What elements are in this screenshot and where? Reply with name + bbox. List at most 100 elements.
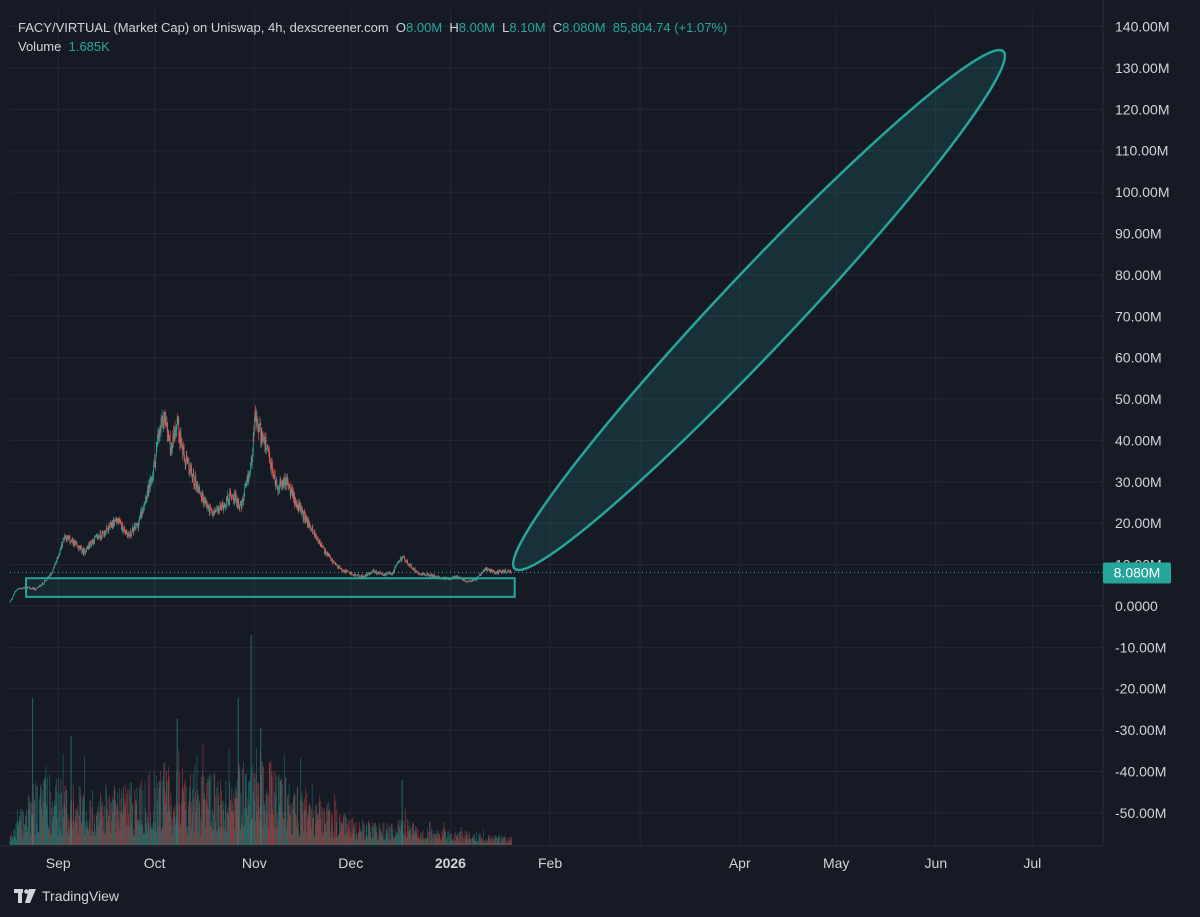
volume-bar [234,828,235,845]
volume-bar [325,831,327,845]
legend-high-label: H [449,20,459,35]
volume-bar [320,818,322,845]
candle-body [129,535,130,536]
candle-body [507,570,509,572]
candle-body [394,567,396,571]
footer-brand[interactable]: TradingView [14,888,119,904]
volume-bar [92,789,93,845]
volume-bar [126,788,128,845]
volume-bar [485,838,487,845]
candle-body [53,567,54,569]
candle-body [385,572,387,576]
volume-bar [44,780,46,845]
volume-bar [49,774,51,845]
support-range-rectangle[interactable] [25,577,516,598]
candle-body [163,412,165,425]
volume-bar [362,830,364,845]
candle-body [277,488,279,491]
volume-bar [41,790,43,845]
volume-bar [161,780,163,845]
candle-body [264,437,266,451]
volume-bar [146,832,148,845]
candle-body [27,586,29,588]
volume-spike [176,719,178,845]
candle-body [139,514,141,519]
volume-bar [364,839,366,845]
candle-body [288,484,289,489]
candle-body [290,491,292,496]
candle-body [143,507,144,510]
volume-bar [488,834,490,845]
volume-bar [15,824,17,845]
candle-body [122,523,123,532]
volume-bar [346,817,347,845]
volume-bar [17,822,19,845]
candle-body [332,559,333,564]
candle-body [274,475,276,479]
volume-bar [282,818,284,845]
candle-body [336,564,338,565]
candle-body [216,507,218,511]
volume-bar [348,820,350,845]
volume-bar [142,790,144,845]
volume-bar [88,822,90,845]
candle-body [426,574,428,576]
candle-body [59,551,61,555]
target-ellipse[interactable] [487,25,1031,595]
candle-body [477,576,479,577]
candle-body [431,574,433,577]
candle-body [472,579,474,582]
candle-body [391,573,393,575]
volume-bar [188,806,189,845]
volume-bar [154,830,156,845]
volume-bar [395,834,397,845]
volume-bar [457,838,459,845]
candle-body [32,587,33,589]
candle-body [159,431,160,435]
volume-bar [323,832,324,845]
volume-bar [122,815,123,845]
volume-bar [423,841,425,845]
candle-body [78,546,80,550]
candle-body [136,523,137,525]
volume-bar [133,835,135,845]
candle-body [352,574,353,575]
volume-bar [11,838,13,845]
volume-bar [507,843,509,845]
volume-bar [36,786,38,845]
volume-bar [383,840,384,845]
volume-bar [421,840,422,845]
volume-bar [387,839,389,845]
volume-bar [498,836,500,845]
candle-body [484,568,486,572]
candle-body [380,572,382,575]
volume-bar [296,787,298,845]
volume-bar [215,831,217,845]
volume-bar [328,811,330,845]
volume-bar [66,790,68,845]
volume-bar [164,762,166,845]
candle-body [22,587,24,589]
candle-body [185,459,187,465]
candle-body [321,543,323,547]
volume-bar [42,816,44,845]
volume-bar [499,842,501,845]
volume-bar [52,816,54,845]
x-tick-label: Sep [46,855,71,871]
candle-body [489,570,490,571]
candle-body [294,493,295,504]
volume-bar [131,804,133,845]
volume-bar [69,827,70,845]
candle-body [104,531,106,536]
candle-body [181,442,182,445]
drawings[interactable] [25,25,1031,598]
volume-bar [244,774,246,845]
volume-bar [350,831,352,845]
volume-bar [319,800,321,845]
candle-body [21,588,23,590]
volume-bar [241,815,243,845]
candle-body [393,569,395,571]
candle-body [402,556,404,557]
